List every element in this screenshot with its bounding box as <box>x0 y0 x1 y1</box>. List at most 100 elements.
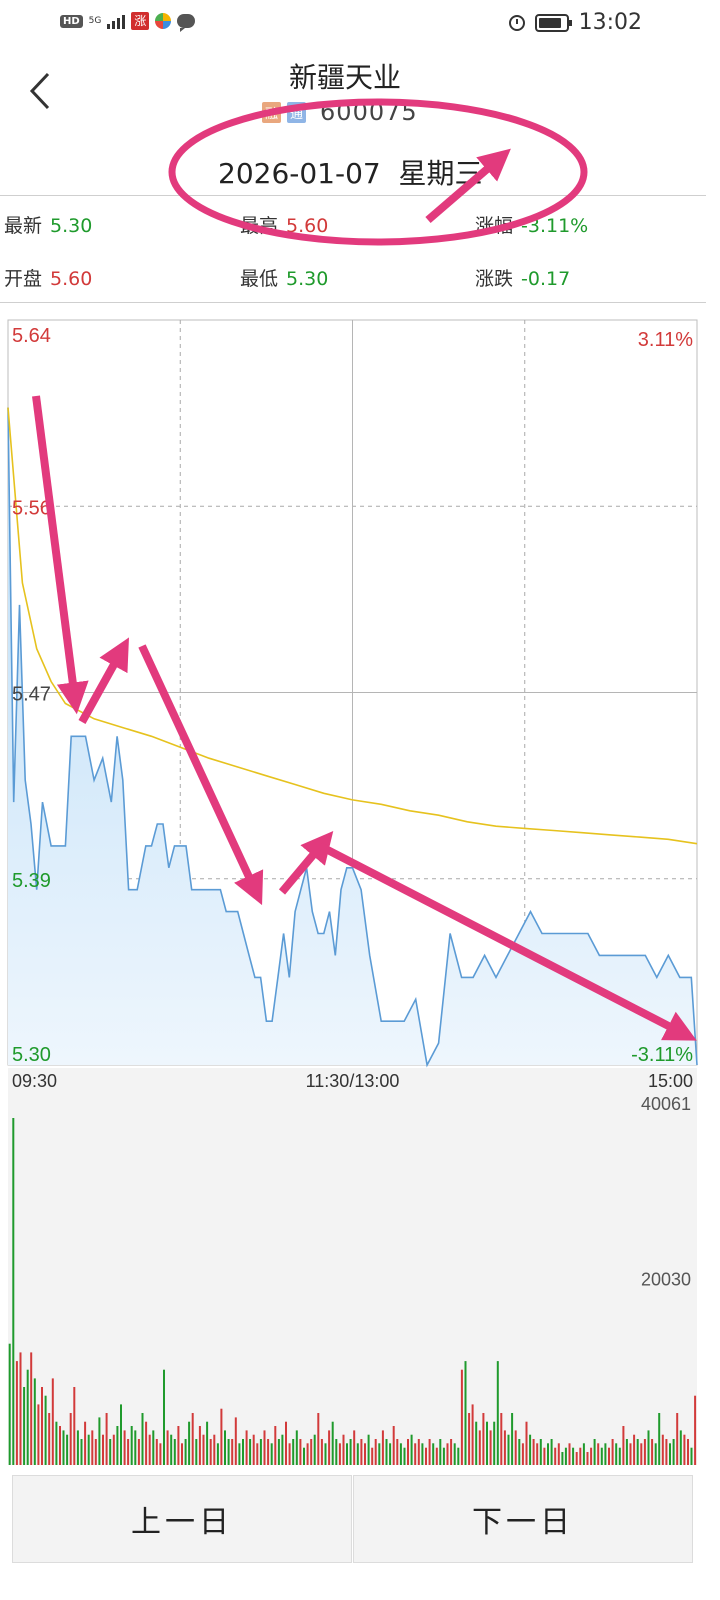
volume-bar <box>213 1434 216 1465</box>
volume-bar <box>640 1443 643 1465</box>
volume-bar <box>464 1361 467 1465</box>
volume-bar <box>439 1439 442 1465</box>
volume-bar <box>518 1439 521 1465</box>
divider <box>0 195 706 196</box>
volume-bar <box>353 1430 356 1465</box>
volume-bar <box>313 1434 316 1465</box>
volume-bar <box>166 1430 169 1465</box>
y-tick-label: 5.64 <box>12 325 51 347</box>
volume-bar <box>622 1426 625 1465</box>
volume-bar <box>120 1404 122 1465</box>
volume-bar <box>252 1434 255 1465</box>
volume-bar <box>141 1413 144 1465</box>
volume-bar <box>658 1413 661 1465</box>
stock-name: 新疆天业 <box>288 61 401 94</box>
volume-bar <box>507 1434 510 1465</box>
quote-value: 5.60 <box>50 268 93 290</box>
volume-bar <box>202 1434 205 1465</box>
volume-bar <box>371 1447 374 1465</box>
volume-bar <box>421 1443 424 1465</box>
volume-bar <box>399 1443 402 1465</box>
volume-bar <box>468 1413 471 1465</box>
volume-bar <box>500 1413 503 1465</box>
volume-bar <box>590 1447 593 1465</box>
volume-bar <box>676 1413 679 1465</box>
volume-bar <box>679 1430 682 1465</box>
volume-bar <box>432 1443 435 1465</box>
volume-bar <box>643 1439 646 1465</box>
volume-bar <box>478 1430 481 1465</box>
volume-bar <box>256 1443 259 1465</box>
stock-code-row: 融 通 600075 <box>262 98 418 126</box>
volume-bar <box>460 1369 463 1465</box>
volume-bar <box>102 1434 104 1465</box>
quote-value: -0.17 <box>521 268 571 290</box>
signal-bars-icon <box>107 13 126 29</box>
signal-5g-icon: 5G <box>88 15 102 26</box>
volume-bar <box>568 1443 571 1465</box>
volume-bar <box>245 1430 248 1465</box>
volume-bar <box>672 1439 675 1465</box>
volume-bar <box>442 1447 445 1465</box>
volume-bar <box>496 1361 499 1465</box>
volume-bar <box>206 1421 209 1465</box>
volume-bar <box>112 1434 115 1465</box>
volume-bar <box>396 1439 399 1465</box>
volume-bar <box>310 1439 313 1465</box>
status-bar: HD 5G 涨 13:02 <box>0 0 720 48</box>
volume-bar <box>170 1434 173 1465</box>
volume-tick-label: 20030 <box>641 1270 691 1290</box>
x-tick-label: 11:30/13:00 <box>306 1071 400 1091</box>
quote-value: -3.11% <box>521 215 589 237</box>
volume-bar <box>489 1430 492 1465</box>
volume-bar <box>475 1421 478 1465</box>
quote-label: 最高 <box>240 215 279 237</box>
quote-latest: 最新 5.30 <box>4 211 92 238</box>
quote-label: 最新 <box>4 215 43 237</box>
price-area <box>8 407 697 1066</box>
volume-bar <box>242 1439 244 1465</box>
quote-change: 涨跌 -0.17 <box>475 264 570 291</box>
volume-bar <box>209 1439 212 1465</box>
volume-bar <box>482 1413 485 1465</box>
next-day-button[interactable]: 下一日 <box>353 1475 693 1563</box>
volume-bar <box>356 1443 359 1465</box>
volume-bar <box>181 1443 183 1465</box>
volume-bar <box>367 1434 370 1465</box>
volume-bar <box>66 1434 69 1465</box>
volume-bar <box>145 1421 148 1465</box>
volume-bar <box>514 1430 517 1465</box>
volume-bar <box>306 1443 309 1465</box>
quote-value: 5.60 <box>286 215 329 237</box>
volume-bar <box>586 1452 589 1465</box>
volume-bar <box>683 1434 686 1465</box>
pct-tick-label: 3.11% <box>638 329 693 351</box>
quote-label: 涨幅 <box>475 215 514 237</box>
back-button[interactable] <box>24 66 64 116</box>
quote-change-pct: 涨幅 -3.11% <box>475 211 588 238</box>
volume-bar <box>378 1443 381 1465</box>
status-right-icons: 13:02 <box>508 10 642 35</box>
volume-bar <box>669 1443 671 1465</box>
volume-bar <box>600 1447 603 1465</box>
volume-bar <box>618 1447 621 1465</box>
chevron-left-icon <box>29 72 50 110</box>
intraday-chart[interactable]: 5.64 5.56 5.47 5.39 5.30 3.11% -3.11% 09:30 11:3… <box>0 318 706 1468</box>
volume-bar <box>435 1447 438 1465</box>
zhang-app-icon: 涨 <box>131 12 150 30</box>
volume-bar <box>647 1430 650 1465</box>
volume-bar <box>295 1430 298 1465</box>
volume-bar <box>224 1430 226 1465</box>
chat-bubble-icon <box>177 14 196 32</box>
volume-bar <box>91 1430 94 1465</box>
previous-day-button[interactable]: 上一日 <box>12 1475 352 1563</box>
volume-bar <box>270 1443 273 1465</box>
volume-bar <box>116 1426 119 1465</box>
quote-label: 开盘 <box>4 268 43 290</box>
volume-bar <box>503 1430 506 1465</box>
volume-bar <box>163 1369 165 1465</box>
volume-bar <box>453 1443 456 1465</box>
volume-bar <box>285 1421 287 1465</box>
divider <box>0 302 706 303</box>
